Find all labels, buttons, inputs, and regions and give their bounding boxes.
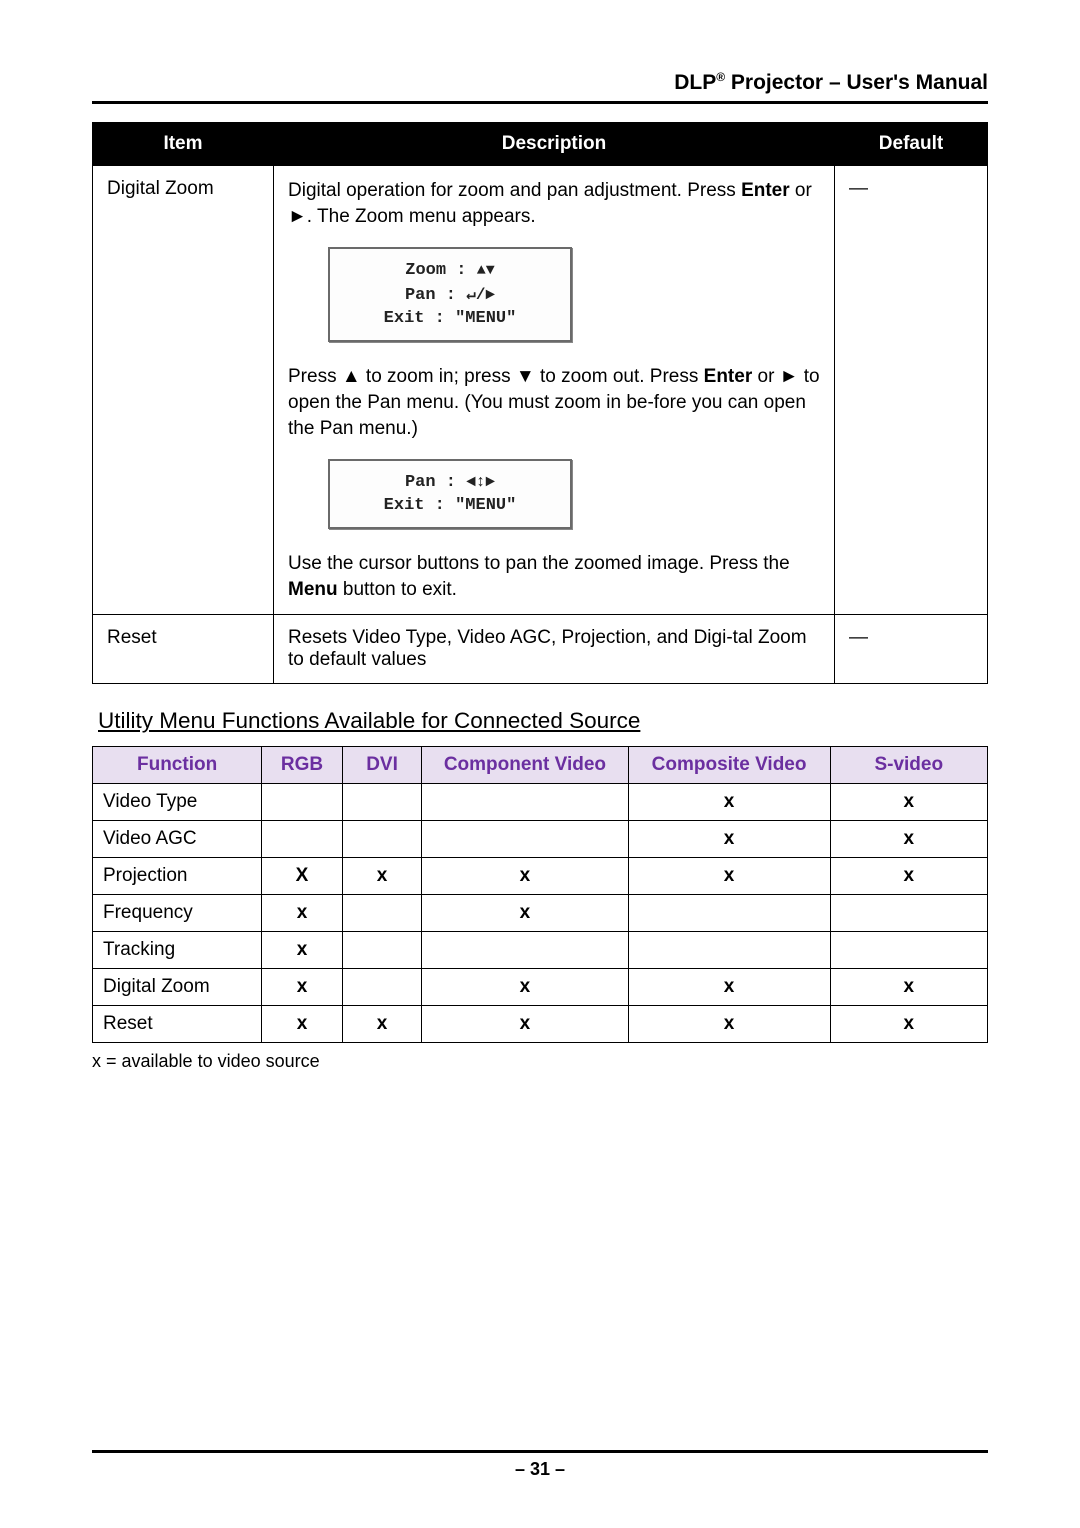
- zoom-menu-box: Zoom : ▲▼ Pan : ↵/► Exit : "MENU": [328, 247, 572, 342]
- section-title: Utility Menu Functions Available for Con…: [98, 708, 988, 734]
- footer-rule: [92, 1450, 988, 1453]
- cell-mark: x: [422, 858, 628, 895]
- desc-para-2: Press ▲ to zoom in; press ▼ to zoom out.…: [288, 364, 820, 441]
- cell-mark: x: [422, 969, 628, 1006]
- th-component: Component Video: [422, 747, 628, 784]
- cell-mark: [342, 932, 421, 969]
- table-row: ProjectionXxxxx: [93, 858, 988, 895]
- desc-para-3: Use the cursor buttons to pan the zoomed…: [288, 551, 820, 602]
- cell-function: Frequency: [93, 895, 262, 932]
- cell-function: Video Type: [93, 784, 262, 821]
- cell-function: Video AGC: [93, 821, 262, 858]
- table-row: Video AGC xx: [93, 821, 988, 858]
- cell-item: Reset: [93, 615, 274, 684]
- cell-mark: x: [262, 969, 343, 1006]
- cell-mark: x: [262, 1006, 343, 1043]
- cell-desc: Resets Video Type, Video AGC, Projection…: [274, 615, 835, 684]
- page-number: – 31 –: [515, 1459, 565, 1479]
- cell-mark: x: [830, 969, 987, 1006]
- th-dvi: DVI: [342, 747, 421, 784]
- header-registered: ®: [716, 70, 725, 84]
- table-row: Reset Resets Video Type, Video AGC, Proj…: [93, 615, 988, 684]
- cell-mark: x: [830, 1006, 987, 1043]
- th-default: Default: [835, 123, 988, 166]
- menu-row: Exit : "MENU": [330, 494, 570, 517]
- th-rgb: RGB: [262, 747, 343, 784]
- description-table: Item Description Default Digital Zoom Di…: [92, 122, 988, 684]
- cell-mark: x: [830, 821, 987, 858]
- pan-menu-box: Pan : ◄↕► Exit : "MENU": [328, 459, 572, 529]
- header-rule: [92, 101, 988, 104]
- cell-mark: x: [628, 784, 830, 821]
- cell-mark: [830, 932, 987, 969]
- cell-mark: x: [422, 1006, 628, 1043]
- cell-desc: Digital operation for zoom and pan adjus…: [274, 166, 835, 615]
- menu-row: Pan : ↵/►: [330, 282, 570, 307]
- table-row: Digital Zoom Digital operation for zoom …: [93, 166, 988, 615]
- th-item: Item: [93, 123, 274, 166]
- cell-mark: [342, 895, 421, 932]
- cell-mark: x: [830, 858, 987, 895]
- cell-mark: [830, 895, 987, 932]
- cell-mark: x: [262, 895, 343, 932]
- availability-table: Function RGB DVI Component Video Composi…: [92, 746, 988, 1043]
- header-prefix: DLP: [674, 71, 716, 94]
- cell-function: Projection: [93, 858, 262, 895]
- menu-row: Pan : ◄↕►: [330, 471, 570, 494]
- cell-function: Reset: [93, 1006, 262, 1043]
- cell-mark: x: [830, 784, 987, 821]
- cell-mark: [342, 969, 421, 1006]
- cell-mark: [628, 932, 830, 969]
- table-row: Frequencyxx: [93, 895, 988, 932]
- cell-function: Digital Zoom: [93, 969, 262, 1006]
- cell-mark: [342, 821, 421, 858]
- cell-mark: X: [262, 858, 343, 895]
- menu-row: Exit : "MENU": [330, 307, 570, 330]
- cell-mark: x: [342, 858, 421, 895]
- cell-item: Digital Zoom: [93, 166, 274, 615]
- th-desc: Description: [274, 123, 835, 166]
- header-suffix: Projector – User's Manual: [725, 71, 988, 94]
- th-svideo: S-video: [830, 747, 987, 784]
- cell-mark: [628, 895, 830, 932]
- cell-mark: x: [628, 1006, 830, 1043]
- cell-mark: x: [262, 932, 343, 969]
- cell-mark: x: [342, 1006, 421, 1043]
- cell-default: —: [835, 166, 988, 615]
- cell-mark: [422, 932, 628, 969]
- footer: – 31 –: [92, 1450, 988, 1480]
- th-composite: Composite Video: [628, 747, 830, 784]
- cell-mark: x: [628, 969, 830, 1006]
- page-header: DLP® Projector – User's Manual: [92, 70, 988, 95]
- table-row: Resetxxxxx: [93, 1006, 988, 1043]
- cell-mark: [422, 784, 628, 821]
- cell-mark: [422, 821, 628, 858]
- cell-mark: x: [628, 858, 830, 895]
- cell-mark: [262, 784, 343, 821]
- cell-mark: [262, 821, 343, 858]
- cell-mark: [342, 784, 421, 821]
- cell-mark: x: [628, 821, 830, 858]
- table-row: Video Type xx: [93, 784, 988, 821]
- cell-mark: x: [422, 895, 628, 932]
- cell-function: Tracking: [93, 932, 262, 969]
- desc-para-1: Digital operation for zoom and pan adjus…: [288, 178, 820, 229]
- cell-default: —: [835, 615, 988, 684]
- table-row: Digital Zoomxxxx: [93, 969, 988, 1006]
- th-function: Function: [93, 747, 262, 784]
- table-row: Trackingx: [93, 932, 988, 969]
- menu-row: Zoom : ▲▼: [330, 259, 570, 282]
- footnote: x = available to video source: [92, 1051, 988, 1072]
